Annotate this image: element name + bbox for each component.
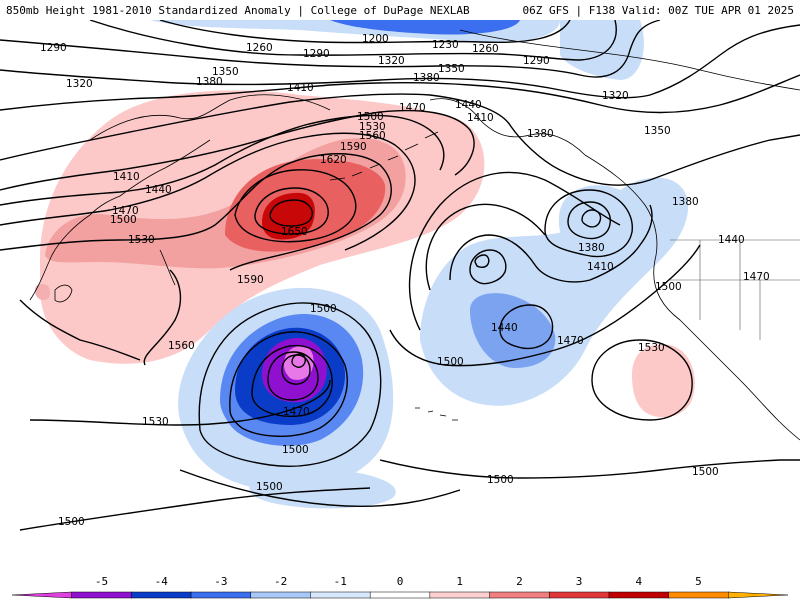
contour-label: 1230 (432, 39, 459, 51)
contour-label: 1530 (638, 342, 665, 354)
contour-label: 1260 (246, 42, 273, 54)
colorbar-tick-label: 5 (695, 575, 702, 588)
contour-label: 1500 (487, 474, 514, 486)
contour-label: 1410 (287, 82, 314, 94)
contour-label: 1590 (237, 274, 264, 286)
contour-label: 1320 (66, 78, 93, 90)
contour-label: 1500 (357, 111, 384, 123)
contour-label: 1500 (58, 516, 85, 528)
colorbar-swatch (489, 591, 550, 599)
contour-label: 1320 (602, 90, 629, 102)
contour-label: 1410 (467, 112, 494, 124)
colorbar-swatch (71, 591, 133, 599)
colorbar-swatch (131, 591, 192, 599)
contour-label: 1440 (145, 184, 172, 196)
contour-label: 1470 (112, 205, 139, 217)
contour-label: 1560 (359, 130, 386, 142)
contour-label: 1560 (168, 340, 195, 352)
colorbar-swatch (369, 591, 431, 599)
colorbar-swatch (190, 591, 252, 599)
colorbar-tick-label: 0 (397, 575, 404, 588)
contour-label: 1470 (557, 335, 584, 347)
contour-label: 1290 (40, 42, 67, 54)
contour-label: 1440 (718, 234, 745, 246)
colorbar: -5 -4 -3 -2 -1 0 1 2 3 4 5 (11, 575, 789, 599)
contour-label: 1470 (743, 271, 770, 283)
colorbar-swatch (668, 591, 730, 599)
contour-label: 1290 (303, 48, 330, 60)
contour-label: 1500 (110, 214, 137, 226)
contour-label: 1470 (283, 406, 310, 418)
contour-label: 1380 (578, 242, 605, 254)
contour-label: 1500 (310, 303, 337, 315)
colorbar-tick-label: -3 (214, 575, 227, 588)
colorbar-tick-label: -2 (274, 575, 287, 588)
colorbar-tick-label: -5 (95, 575, 108, 588)
contour-label: 1440 (455, 99, 482, 111)
header-bar (0, 0, 800, 20)
colorbar-tick-label: 3 (576, 575, 583, 588)
contour-label: 1350 (212, 66, 239, 78)
contour-label: 1320 (378, 55, 405, 67)
colorbar-swatch (728, 591, 789, 599)
contour-label: 1410 (587, 261, 614, 273)
contour-label: 1410 (113, 171, 140, 183)
contour-label: 1650 (281, 226, 308, 238)
contour-label: 1350 (438, 63, 465, 75)
contour-label: 1380 (672, 196, 699, 208)
colorbar-swatch (250, 591, 312, 599)
map-title: 850mb Height 1981-2010 Standardized Anom… (6, 4, 470, 17)
contour-labels: 1200 1230 1260 1260 1290 1290 1290 1320 … (40, 33, 770, 528)
contour-label: 1200 (362, 33, 389, 45)
height-contours (0, 19, 800, 531)
colorbar-swatch (548, 591, 610, 599)
contour-label: 1260 (472, 43, 499, 55)
contour-label: 1620 (320, 154, 347, 166)
contour-label: 1500 (692, 466, 719, 478)
colorbar-tick-label: 1 (456, 575, 463, 588)
contour-label: 1500 (256, 481, 283, 493)
colorbar-swatch (608, 591, 670, 599)
contour-label: 1500 (437, 356, 464, 368)
contour-label: 1380 (413, 72, 440, 84)
contour-label: 1530 (128, 234, 155, 246)
contour-label: 1470 (399, 102, 426, 114)
contour-label: 1290 (523, 55, 550, 67)
colorbar-swatch (429, 591, 491, 599)
colorbar-tick-label: -4 (155, 575, 169, 588)
colorbar-swatch (310, 591, 371, 599)
contour-label: 1380 (527, 128, 554, 140)
contour-label: 1500 (655, 281, 682, 293)
contour-label: 1350 (644, 125, 671, 137)
colorbar-tick-label: 2 (516, 575, 523, 588)
contour-label: 1530 (142, 416, 169, 428)
colorbar-tick-label: -1 (334, 575, 347, 588)
colorbar-tick-label: 4 (635, 575, 642, 588)
contour-label: 1440 (491, 322, 518, 334)
valid-time: 06Z GFS | F138 Valid: 00Z TUE APR 01 202… (522, 4, 794, 17)
contour-label: 1500 (282, 444, 309, 456)
contour-label: 1590 (340, 141, 367, 153)
contour-label: 1380 (196, 76, 223, 88)
contour-label: 1530 (359, 121, 386, 133)
